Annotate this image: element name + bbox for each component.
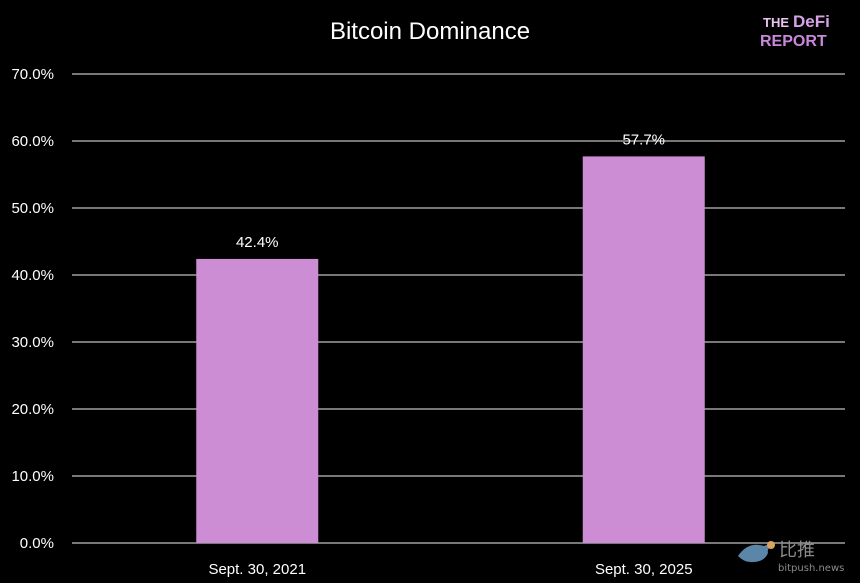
y-tick-label: 70.0% bbox=[11, 66, 54, 83]
watermark: 比推 bitpush.news bbox=[738, 540, 844, 574]
bird-icon bbox=[738, 541, 775, 563]
y-axis-ticks: 0.0% 10.0% 20.0% 30.0% 40.0% 50.0% 60.0% 70.0% bbox=[11, 66, 54, 552]
watermark-cn: 比推 bbox=[779, 540, 815, 561]
chart-title: Bitcoin Dominance bbox=[330, 18, 530, 45]
data-label: 57.7% bbox=[622, 131, 665, 148]
logo-report: REPORT bbox=[760, 33, 827, 50]
logo-the: THE bbox=[763, 15, 789, 30]
watermark-en: bitpush.news bbox=[778, 563, 844, 574]
data-labels: 42.4% 57.7% bbox=[236, 131, 665, 251]
brand-logo: THE DeFi REPORT bbox=[760, 12, 830, 50]
y-tick-label: 20.0% bbox=[11, 401, 54, 418]
logo-defi: DeFi bbox=[793, 12, 830, 31]
y-tick-label: 10.0% bbox=[11, 468, 54, 485]
bar bbox=[196, 258, 319, 543]
x-category-label: Sept. 30, 2025 bbox=[595, 561, 693, 578]
y-tick-label: 0.0% bbox=[20, 535, 54, 552]
bars bbox=[196, 156, 705, 543]
y-tick-label: 30.0% bbox=[11, 334, 54, 351]
data-label: 42.4% bbox=[236, 234, 279, 251]
bar bbox=[582, 156, 705, 543]
y-tick-label: 60.0% bbox=[11, 133, 54, 150]
y-tick-label: 40.0% bbox=[11, 267, 54, 284]
y-tick-label: 50.0% bbox=[11, 200, 54, 217]
x-category-label: Sept. 30, 2021 bbox=[208, 561, 306, 578]
x-axis-categories: Sept. 30, 2021 Sept. 30, 2025 bbox=[208, 561, 692, 578]
